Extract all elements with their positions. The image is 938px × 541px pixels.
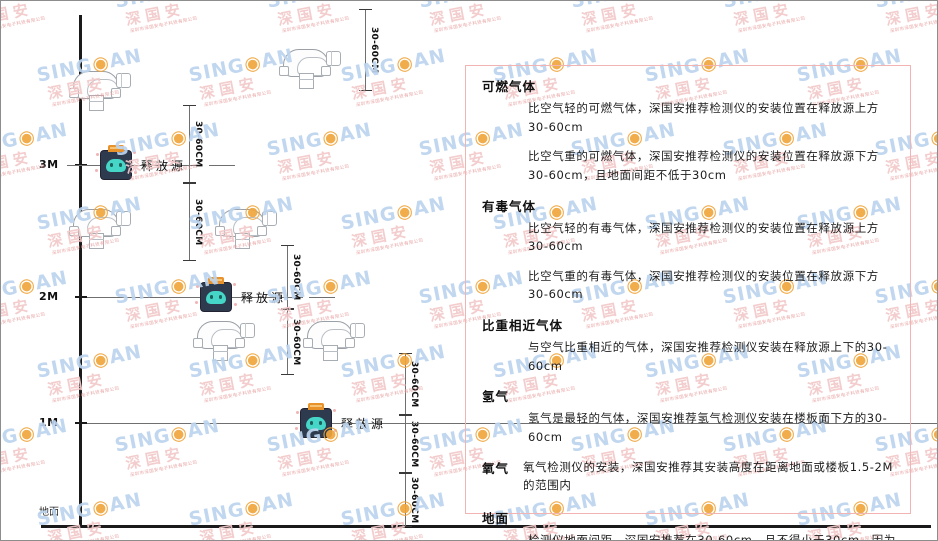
- height-level-label: 2M: [39, 290, 59, 303]
- guideline-text: 比空气重的有毒气体，深国安推荐检测仪的安装位置在释放源下方30-60cm: [528, 268, 879, 302]
- gas-detector-icon: [301, 319, 365, 363]
- release-source: 释放源: [267, 403, 435, 437]
- guideline-text: 氢气是最轻的气体，深国安推荐氢气检测仪安装在楼板面下方的30-60cm: [528, 411, 888, 444]
- height-level-line: [81, 423, 937, 424]
- guideline-text: 检测仪地面间距，深国安推荐在30-60cm，且不得小于30cm，因为过低容易水溅…: [528, 532, 896, 541]
- release-source-label: 释放源: [241, 291, 287, 305]
- source-lead-line-right: [409, 423, 435, 424]
- installation-guidelines-panel: 可燃气体比空气轻的可燃气体，深国安推荐检测仪的安装位置在释放源上方30-60cm…: [465, 65, 911, 540]
- dimension-label: 30-60CM: [409, 477, 419, 524]
- gas-detector-icon: [191, 319, 255, 363]
- height-level-label: 1M: [39, 416, 59, 429]
- release-source: 释放源: [67, 145, 235, 179]
- source-lead-line: [267, 423, 301, 424]
- guideline-section: 比重相近气体与空气比重相近的气体，深国安推荐检测仪安装在释放源上下的30-60c…: [482, 315, 896, 375]
- release-source-label: 释放源: [141, 159, 187, 173]
- guideline-heading: 氧气: [482, 460, 510, 476]
- release-source: 释放源: [167, 277, 335, 311]
- height-tick: [75, 422, 87, 424]
- dimension-label: 30-60CM: [291, 254, 301, 301]
- height-tick: [75, 296, 87, 298]
- guideline-text: 与空气比重相近的气体，深国安推荐检测仪安装在释放源上下的30-60cm: [528, 340, 888, 373]
- dimension-label: 30-60CM: [369, 27, 379, 74]
- guideline-section: 氢气氢气是最轻的气体，深国安推荐氢气检测仪安装在楼板面下方的30-60cm: [482, 386, 896, 446]
- source-lead-line: [167, 297, 201, 298]
- dimension-label: 30-60CM: [193, 121, 203, 168]
- gas-detector-icon: [213, 207, 277, 251]
- guideline-section: 可燃气体比空气轻的可燃气体，深国安推荐检测仪的安装位置在释放源上方30-60cm…: [482, 76, 896, 185]
- guideline-text: 比空气轻的可燃气体，深国安推荐检测仪的安装位置在释放源上方30-60cm: [528, 101, 879, 134]
- release-source-icon: [295, 403, 337, 437]
- dimension-label: 30-60CM: [291, 319, 301, 366]
- height-level-line: [81, 165, 201, 166]
- gas-detector-icon: [277, 47, 341, 91]
- guideline-heading: 地面: [482, 510, 510, 526]
- guideline-section: 地面检测仪地面间距，深国安推荐在30-60cm，且不得小于30cm，因为过低容易…: [482, 508, 896, 541]
- dimension-label: 30-60CM: [409, 421, 419, 468]
- release-source-label: 释放源: [341, 417, 387, 431]
- guideline-heading: 有毒气体: [482, 198, 537, 214]
- release-source-icon: [195, 277, 237, 311]
- guideline-section: 有毒气体比空气轻的有毒气体，深国安推荐检测仪的安装位置在释放源上方30-60cm…: [482, 196, 896, 305]
- dimension-label: 30-60CM: [193, 199, 203, 246]
- source-lead-line-right: [209, 165, 235, 166]
- guideline-text: 比空气重的可燃气体，深国安推荐检测仪的安装位置在释放源下方30-60cm，且地面…: [528, 149, 879, 182]
- guideline-heading: 可燃气体: [482, 79, 537, 94]
- dimension-label: 30-60CM: [409, 361, 419, 408]
- ground-baseline: [41, 525, 931, 528]
- guideline-heading: 比重相近气体: [482, 318, 564, 333]
- release-source-icon: [95, 145, 137, 179]
- ground-label: 地面: [39, 507, 59, 518]
- guideline-body: 氧气检测仪的安装，深国安推荐其安装高度在距离地面或楼板1.5-2M的范围内: [523, 458, 896, 506]
- source-lead-line: [67, 165, 101, 166]
- guideline-text: 氧气检测仪的安装，深国安推荐其安装高度在距离地面或楼板1.5-2M的范围内: [523, 459, 893, 493]
- source-lead-line-right: [309, 297, 335, 298]
- gas-detector-icon: [67, 69, 131, 113]
- guideline-section: 氧气 氧气检测仪的安装，深国安推荐其安装高度在距离地面或楼板1.5-2M的范围内: [482, 458, 896, 506]
- guideline-heading: 氢气: [482, 389, 510, 405]
- gas-detector-icon: [67, 207, 131, 251]
- guideline-text: 比空气轻的有毒气体，深国安推荐检测仪的安装位置在释放源上方30-60cm: [528, 220, 879, 254]
- vertical-height-axis: [79, 15, 82, 528]
- height-level-label: 3M: [39, 158, 59, 171]
